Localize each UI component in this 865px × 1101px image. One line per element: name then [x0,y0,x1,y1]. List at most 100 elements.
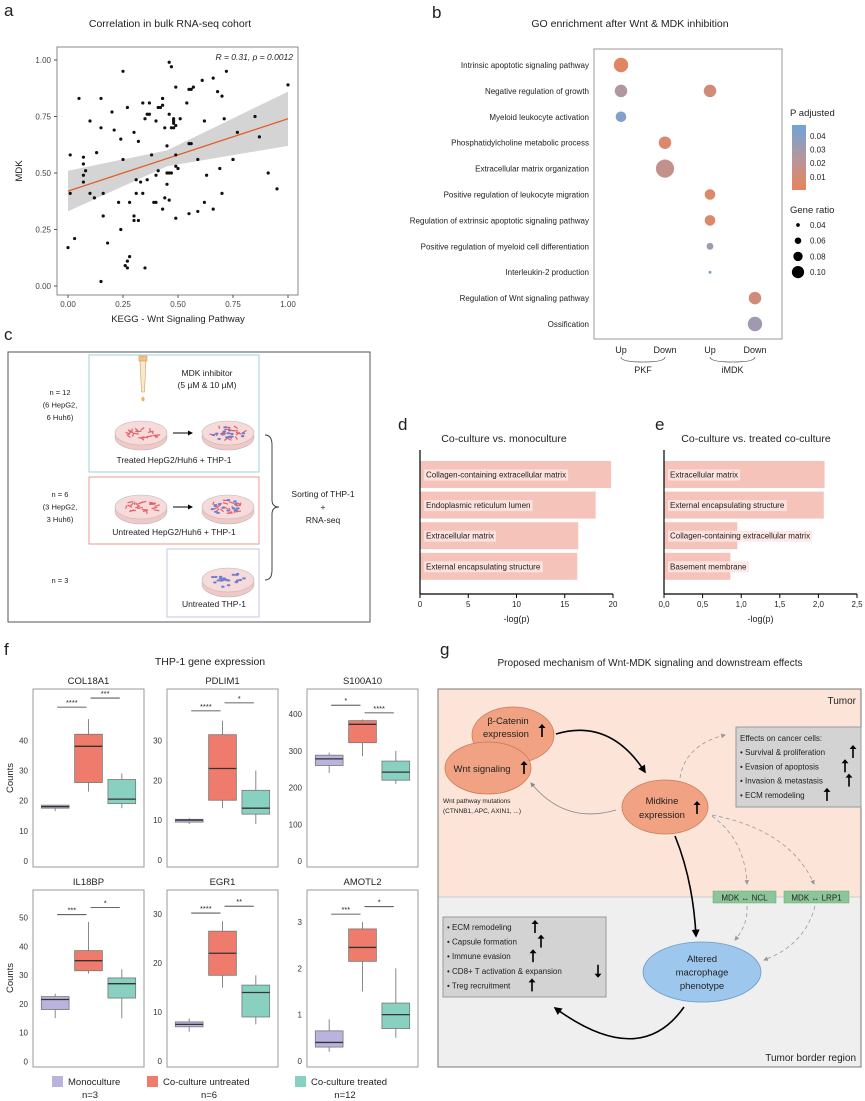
data-point [66,245,70,250]
y-tick-label: 40 [19,736,28,745]
border-effect-item: • Treg recruitment [447,981,511,990]
arrow-down-icon [594,964,602,978]
significance-label: *** [341,905,350,914]
x-tick-label: Up [704,345,716,355]
term-label: Myeloid leukocyte activation [489,113,589,122]
data-point [161,103,165,107]
data-point [154,200,158,204]
significance-label: * [344,696,347,705]
border-effect-item: • Immune evasion [447,952,511,961]
confidence-band [68,91,288,212]
chart-title: THP-1 gene expression [155,656,265,668]
data-point [156,169,160,173]
arrow-head [529,949,537,954]
y-tick-label: 3 [298,918,303,927]
box [348,928,377,962]
data-point [257,135,261,139]
data-point [125,266,129,270]
boxplot-monoculture [174,1018,204,1032]
node-label: Altered [687,954,717,965]
data-point [187,142,191,146]
y-tick-label: 30 [153,910,162,919]
y-tick-label: 10 [153,816,162,825]
box [40,996,70,1010]
culture-dish-icon [201,494,255,525]
x-tick-label: Down [653,345,676,355]
boxplot-co-culture-untreated [74,921,103,974]
y-tick-label: 300 [289,747,303,756]
arrow-head [823,787,831,792]
y-tick-label: 400 [289,710,303,719]
condition-label: Untreated THP-1 [182,599,246,609]
enrichment-dot [658,136,672,149]
y-tick-label: 50 [19,914,28,923]
term-label: Intrinsic apoptotic signaling pathway [461,61,589,70]
significance-label: ** [236,897,242,906]
effect-item: • Evasion of apoptosis [740,762,819,771]
data-point [174,153,178,157]
node-label: expression [639,810,685,821]
feedback-arrow-midkine-to-wnt [530,782,617,815]
legend-label: Co-culture untreated [163,1077,250,1088]
data-point [163,196,167,200]
significance-label: *** [67,906,76,915]
y-tick-label: 40 [19,942,28,951]
enrichment-dot [614,84,628,98]
outcome-label: + [321,502,326,512]
box [208,734,237,801]
mutations-note: Wnt pathway mutations [443,798,511,805]
arrow-up-icon [528,978,536,992]
enrichment-dot [704,215,716,226]
box [348,720,377,744]
boxplot-co-culture-untreated [208,921,237,988]
sample-size-label: n = 3 [52,576,69,585]
border-region-label: Tumor border region [765,1053,856,1064]
y-tick-label: 30 [153,737,162,746]
gene-title: EGR1 [210,877,236,888]
y-tick-label: 0 [298,1057,303,1066]
data-point [123,264,127,268]
data-point [81,180,85,184]
term-label: Interleukin-2 production [505,268,589,277]
boxplot-co-culture-untreated [348,921,377,992]
data-point [191,85,195,89]
data-point [220,94,224,98]
bar-label: Collagen-containing extracellular matrix [426,471,566,480]
brace [264,434,280,581]
node-label: Midkine [646,796,679,807]
x-tick-label: 15 [560,600,569,609]
data-point [167,171,171,175]
legend-n-label: n=6 [201,1090,217,1101]
term-label: Positive regulation of myeloid cell diff… [421,242,589,251]
boxplot-co-culture-treated [381,750,411,784]
data-point [143,266,147,270]
size-legend-label: 0.06 [810,237,826,246]
term-label: Regulation of extrinsic apoptotic signal… [410,216,589,225]
border-effect-item: • CD8+ T activation & expansion [447,967,562,976]
data-point [132,214,136,218]
effect-item: • Invasion & metastasis [740,777,823,786]
data-point [150,153,154,157]
data-point [121,157,125,162]
y-tick-label: 0 [298,857,303,866]
data-point [211,76,215,80]
gene-title: AMOTL2 [343,877,381,888]
x-tick-label: 0,5 [697,600,709,609]
significance-label: * [104,899,107,908]
panel-label-g: g [440,640,449,659]
data-point [167,60,171,64]
bar-label-background [668,561,750,573]
enrichment-dot [655,159,675,178]
x-axis-label: -log(p) [747,614,773,624]
significance-label: *** [101,689,110,698]
size-legend-label: 0.04 [810,221,826,230]
bar-label: Basement membrane [670,562,747,571]
size-legend-dot [794,237,802,244]
data-point [196,157,200,162]
x-tick-label: 1,5 [774,600,786,609]
data-point [99,96,103,101]
bar-label: Endoplasmic reticulum lumen [426,501,531,510]
panel-label-e: e [655,415,664,434]
data-point [172,119,176,123]
